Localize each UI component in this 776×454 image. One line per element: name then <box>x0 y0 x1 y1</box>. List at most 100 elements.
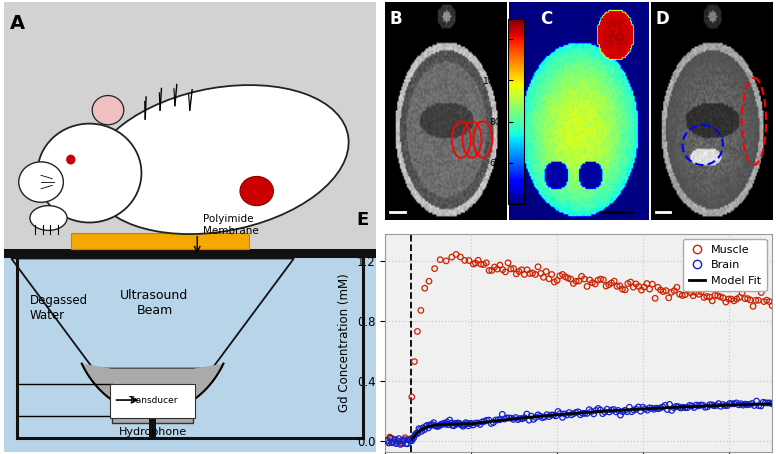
Point <box>563 409 575 416</box>
Point <box>453 419 466 427</box>
Point <box>712 400 725 407</box>
Point <box>388 436 400 443</box>
Point <box>623 404 636 411</box>
Point <box>608 406 620 413</box>
Point <box>472 419 484 427</box>
Point <box>477 261 490 268</box>
Point <box>419 423 431 430</box>
Ellipse shape <box>92 95 124 125</box>
Point <box>532 411 544 419</box>
Point <box>547 411 559 419</box>
Point <box>676 292 688 299</box>
Point <box>459 421 471 428</box>
Point <box>528 416 540 423</box>
Point <box>656 403 669 410</box>
Point <box>750 397 763 405</box>
Point <box>661 406 674 413</box>
Point <box>393 435 405 442</box>
Point <box>580 410 593 417</box>
Point <box>536 414 549 421</box>
Point <box>521 410 533 418</box>
Point <box>397 437 410 444</box>
Point <box>654 404 667 411</box>
Point <box>690 401 702 409</box>
Point <box>737 401 750 409</box>
Point <box>567 410 580 417</box>
Point <box>706 297 719 305</box>
Point <box>398 436 411 443</box>
Point <box>605 279 618 286</box>
Point <box>542 275 555 282</box>
Point <box>646 281 659 288</box>
Point <box>564 276 577 283</box>
Point <box>387 438 400 445</box>
Point <box>636 286 648 294</box>
Point <box>712 292 724 299</box>
Point <box>552 408 564 415</box>
Point <box>428 265 441 272</box>
Point <box>462 422 475 429</box>
Point <box>744 296 757 304</box>
Point <box>456 422 468 429</box>
Point <box>384 434 397 442</box>
Point <box>486 267 498 274</box>
Point <box>741 401 753 408</box>
Point <box>496 411 508 418</box>
Point <box>523 416 535 424</box>
Point <box>472 257 484 264</box>
Point <box>426 421 438 428</box>
Text: A: A <box>9 14 25 33</box>
Point <box>525 412 538 419</box>
Point <box>504 265 517 272</box>
Point <box>559 410 571 418</box>
Point <box>739 295 751 302</box>
Point <box>757 399 770 406</box>
Point <box>404 435 416 443</box>
Point <box>418 426 431 433</box>
Point <box>551 277 563 284</box>
Point <box>627 284 639 291</box>
Point <box>534 413 546 420</box>
Point <box>601 405 613 413</box>
Point <box>414 307 427 314</box>
Point <box>438 419 451 427</box>
Point <box>548 278 560 286</box>
Text: B: B <box>390 10 403 29</box>
Point <box>400 440 412 447</box>
Point <box>556 414 569 421</box>
Point <box>518 414 531 421</box>
Point <box>549 412 562 419</box>
Point <box>753 402 765 410</box>
Bar <box>110 384 196 418</box>
Point <box>746 400 758 407</box>
Point <box>587 279 599 286</box>
Point <box>514 415 526 422</box>
Point <box>684 289 697 296</box>
Point <box>600 282 612 290</box>
Point <box>450 421 462 428</box>
Point <box>502 259 514 266</box>
Point <box>703 293 715 301</box>
Point <box>725 296 737 303</box>
Point <box>730 400 743 407</box>
Point <box>597 410 609 417</box>
Point <box>632 283 645 290</box>
Point <box>719 298 732 306</box>
Point <box>467 421 480 429</box>
Point <box>592 276 605 284</box>
Point <box>529 271 542 278</box>
Point <box>559 273 571 281</box>
Point <box>423 277 435 285</box>
Point <box>578 276 591 283</box>
Point <box>580 283 593 290</box>
Point <box>698 294 710 301</box>
Bar <box>4 249 376 258</box>
Point <box>574 411 587 419</box>
Bar <box>4 256 376 452</box>
Point <box>417 424 429 431</box>
Point <box>413 425 425 432</box>
Point <box>553 272 566 280</box>
Point <box>524 270 536 277</box>
Point <box>766 400 776 407</box>
Point <box>439 421 452 428</box>
